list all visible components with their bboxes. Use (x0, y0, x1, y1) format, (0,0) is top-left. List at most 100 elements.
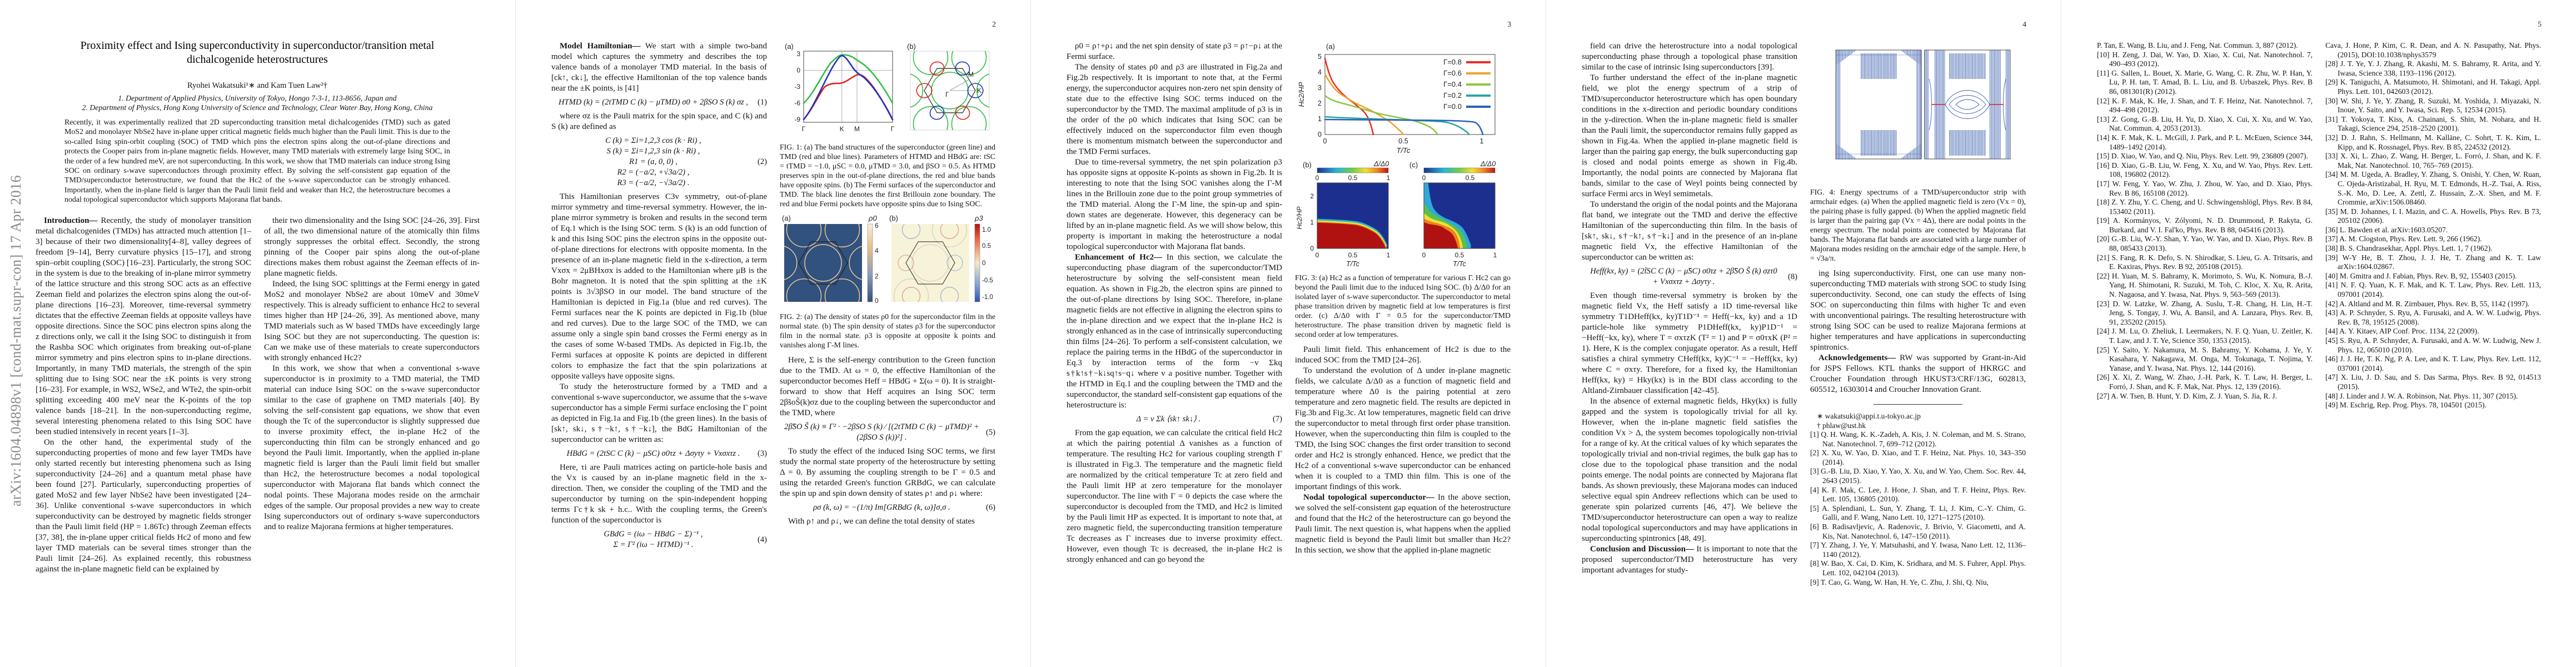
svg-text:3: 3 (796, 50, 800, 58)
svg-text:ρ3: ρ3 (974, 214, 983, 222)
reference-item: P. Tan, E. Wang, B. Liu, and J. Feng, Na… (2097, 41, 2298, 49)
reference-item: [38] B. S. Chandrasekhar, Appl. Phys. Le… (2325, 244, 2493, 253)
reference-item: [34] M. M. Ugeda, A. Bradley, Y. Zhang, … (2325, 170, 2541, 207)
reference-item: [36] L. Bawden et al. arXiv:1603.05207. (2325, 225, 2448, 234)
figure-3-caption: FIG. 3: (a) Hc2 as a function of tempera… (1295, 273, 1511, 339)
page1-right-column: their two dimensionality and the Ising S… (264, 216, 480, 608)
reference-item: [30] W. Shi, J. Ye, Y. Zhang, R. Suzuki,… (2325, 96, 2541, 115)
reference-item: [21] S. Fang, R. K. Defo, S. N. Shirodka… (2097, 253, 2313, 271)
page-1: arXiv:1604.04898v1 [cond-mat.supr-con] 1… (0, 0, 515, 667)
page4-right-column: FIG. 4: Energy spectrums of a TMD/superc… (1810, 41, 2026, 609)
reference-item: [14] K. F. Mak, K. L. McGill, J. Park, a… (2097, 133, 2313, 151)
svg-text:2: 2 (1318, 99, 1322, 107)
svg-text:-3: -3 (794, 83, 800, 91)
svg-text:0: 0 (1422, 174, 1426, 182)
svg-text:0.5: 0.5 (1348, 251, 1358, 259)
svg-text:T/Tc: T/Tc (1397, 146, 1411, 155)
svg-text:(a): (a) (785, 42, 794, 51)
page3-left-column: ρ0 = ρ↑+ρ↓ and the net spin density of s… (1067, 41, 1282, 609)
text-block: where σz is the Pauli matrix for the spi… (551, 112, 767, 131)
svg-text:Δ/Δ0: Δ/Δ0 (1480, 160, 1496, 168)
text-block: ρσ (k, ω) = −(1/π) Im[GRBdG (k, ω)]σ,σ .… (813, 503, 995, 512)
text-block: C (k) = Σi=1,2,3 cos (k · Ri) , S (k) = … (605, 136, 767, 187)
text-block: ρ0 = ρ↑+ρ↓ and the net spin density of s… (1067, 42, 1282, 61)
text-block: From the gap equation, we can calculate … (1067, 429, 1282, 564)
reference-item: [23] D. W. Latzke, W. Zhang, A. Suslu, T… (2097, 299, 2313, 326)
arxiv-watermark: arXiv:1604.04898v1 [cond-mat.supr-con] 1… (8, 175, 24, 507)
svg-text:0: 0 (982, 260, 985, 267)
reference-item: [9] T. Cao, G. Wang, W. Han, H. Ye, C. Z… (1810, 578, 1989, 586)
reference-item: [22] H. Yuan, M. S. Bahramy, K. Morimoto… (2097, 271, 2313, 299)
svg-text:1: 1 (1480, 137, 1484, 145)
figure-4-caption: FIG. 4: Energy spectrums of a TMD/superc… (1810, 188, 2026, 262)
reference-item: [44] A. Y. Kitaev, AIP Conf. Proc. 1134,… (2325, 327, 2479, 336)
svg-text:(b): (b) (907, 42, 916, 51)
reference-item: [47] X. Liu, J. D. Sau, and S. Das Sarma… (2325, 373, 2541, 391)
authors: Ryohei Wakatsuki¹∗ and Kam Tuen Law²† (187, 81, 327, 90)
page-5: 5 P. Tan, E. Wang, B. Liu, and J. Feng, … (2061, 0, 2576, 667)
text-block: Here, Σ is the self-energy contribution … (780, 356, 995, 417)
text-block: Acknowledgements— RW was supported by Gr… (1810, 354, 2026, 394)
reference-item: [33] X. Xi, L. Zhao, Z. Wang, H. Berger,… (2325, 152, 2541, 170)
text-block: Enhancement of Hc2— In this section, we … (1067, 253, 1282, 410)
reference-item: [48] J. Linder and J. W. A. Robinson, Na… (2325, 391, 2518, 400)
svg-text:0: 0 (796, 67, 800, 74)
fig3c-phase-diagram: (c) Δ/Δ0 0 0.5 0 (1409, 160, 1497, 268)
text-block: To study the effect of the induced Ising… (780, 447, 995, 498)
text-block: 2β̃SO S̃ (k) ≡ Γ² · −2βSO S (k) ⁄ [(2tTM… (784, 422, 995, 442)
affiliation-2: 2. Department of Physics, Hong Kong Univ… (82, 103, 433, 112)
text-block: Conclusion and Discussion— It is importa… (1582, 545, 1797, 575)
svg-text:Γ: Γ (802, 125, 806, 133)
fig3b-phase-diagram: (b) Δ/Δ0 0 0.5 1 2 (1296, 160, 1391, 268)
page4-left-column: field can drive the heterostructure into… (1582, 41, 1797, 609)
svg-text:K: K (840, 125, 844, 133)
page-3: 3 ρ0 = ρ↑+ρ↓ and the net spin density of… (1030, 0, 1546, 667)
title-line-1: Proximity effect and Ising superconducti… (80, 39, 435, 52)
text-block: The density of states ρ0 and ρ3 are illu… (1067, 63, 1282, 156)
svg-text:Γ=0.2: Γ=0.2 (1443, 91, 1462, 99)
svg-text:5: 5 (1318, 53, 1322, 61)
svg-text:0.5: 0.5 (1466, 174, 1475, 182)
reference-item: [3] G.-B. Liu, D. Xiao, Y. Yao, X. Xu, a… (1810, 467, 2026, 485)
reference-item: [25] Y. Saito, Y. Nakamura, M. S. Bahram… (2097, 345, 2313, 372)
reference-item: [4] K. F. Mak, C. Lee, J. Hone, J. Shan,… (1810, 485, 2026, 504)
svg-text:0: 0 (1316, 174, 1319, 182)
reference-item: [20] G.-B. Liu, W.-Y. Shan, Y. Yao, W. Y… (2097, 235, 2313, 253)
reference-item: [28] J. T. Ye, Y. J. Zhang, R. Akashi, M… (2325, 59, 2541, 77)
svg-text:Γ: Γ (945, 91, 949, 98)
page-title: Proximity effect and Ising superconducti… (33, 39, 481, 67)
page-4: 4 field can drive the heterostructure in… (1546, 0, 2061, 667)
page5-right-column: Cava, J. Hone, P. Kim, C. R. Dean, and A… (2325, 41, 2541, 609)
fig2a-dos-density-plot: (a) (782, 214, 879, 305)
reference-item: [8] W. Bao, X. Cai, D. Kim, K. Sridhara,… (1810, 559, 2026, 577)
svg-text:(a): (a) (1326, 42, 1335, 51)
reference-item: [35] M. D. Johannes, I. I. Mazin, and C.… (2325, 207, 2541, 225)
page3-right-column: (a) Γ=0.8 Γ=0.6 Γ=0.4 Γ=0.2 Γ=0.0 (1295, 41, 1511, 609)
svg-text:4: 4 (875, 247, 879, 255)
text-block: Heff(kx, ky) = (2t̃SC C (k) − μ̃SC) σ0τz… (1590, 267, 1797, 286)
text-block: Δ = v Σk ⟨sk↑ sk↓⟩ . (7) (1136, 415, 1282, 424)
reference-item: [37] A. M. Clogston, Phys. Rev. Lett. 9,… (2325, 235, 2482, 243)
svg-text:0.5: 0.5 (1398, 137, 1408, 145)
text-block: ing Ising superconductivity. First, one … (1810, 269, 2026, 352)
reference-item: [7] Y. Zhang, J. Ye, Y. Matsuhashi, and … (1810, 541, 2026, 559)
reference-item: [10] H. Zeng, J. Dai, W. Yao, D. Xiao, X… (2097, 50, 2313, 68)
reference-item: [32] D. J. Rahn, S. Hellmann, M. Kalläne… (2325, 133, 2541, 151)
fig2b-spin-dos-density-plot: (b) (889, 214, 993, 302)
svg-text:2: 2 (1310, 192, 1314, 200)
svg-text:0.5: 0.5 (1455, 251, 1464, 259)
reference-item: [40] M. Gmitra and J. Fabian, Phys. Rev.… (2325, 271, 2517, 280)
text-block: With ρ↑ and ρ↓, we can define the total … (788, 517, 975, 526)
svg-text:0: 0 (1422, 251, 1426, 259)
svg-text:0: 0 (875, 297, 879, 305)
svg-text:-6: -6 (794, 99, 800, 107)
reference-item: [12] K. F. Mak, K. He, J. Shan, and T. F… (2097, 96, 2313, 115)
svg-text:6: 6 (875, 222, 879, 230)
page-number: 4 (2022, 20, 2026, 28)
page-number: 5 (2538, 20, 2542, 28)
svg-text:T/Tc: T/Tc (1453, 260, 1467, 268)
text-block: In the absence of external magnetic fiel… (1582, 397, 1797, 543)
svg-text:Δ/Δ0: Δ/Δ0 (1373, 160, 1389, 168)
svg-text:ρ0: ρ0 (868, 214, 877, 222)
svg-text:(b): (b) (889, 214, 898, 222)
